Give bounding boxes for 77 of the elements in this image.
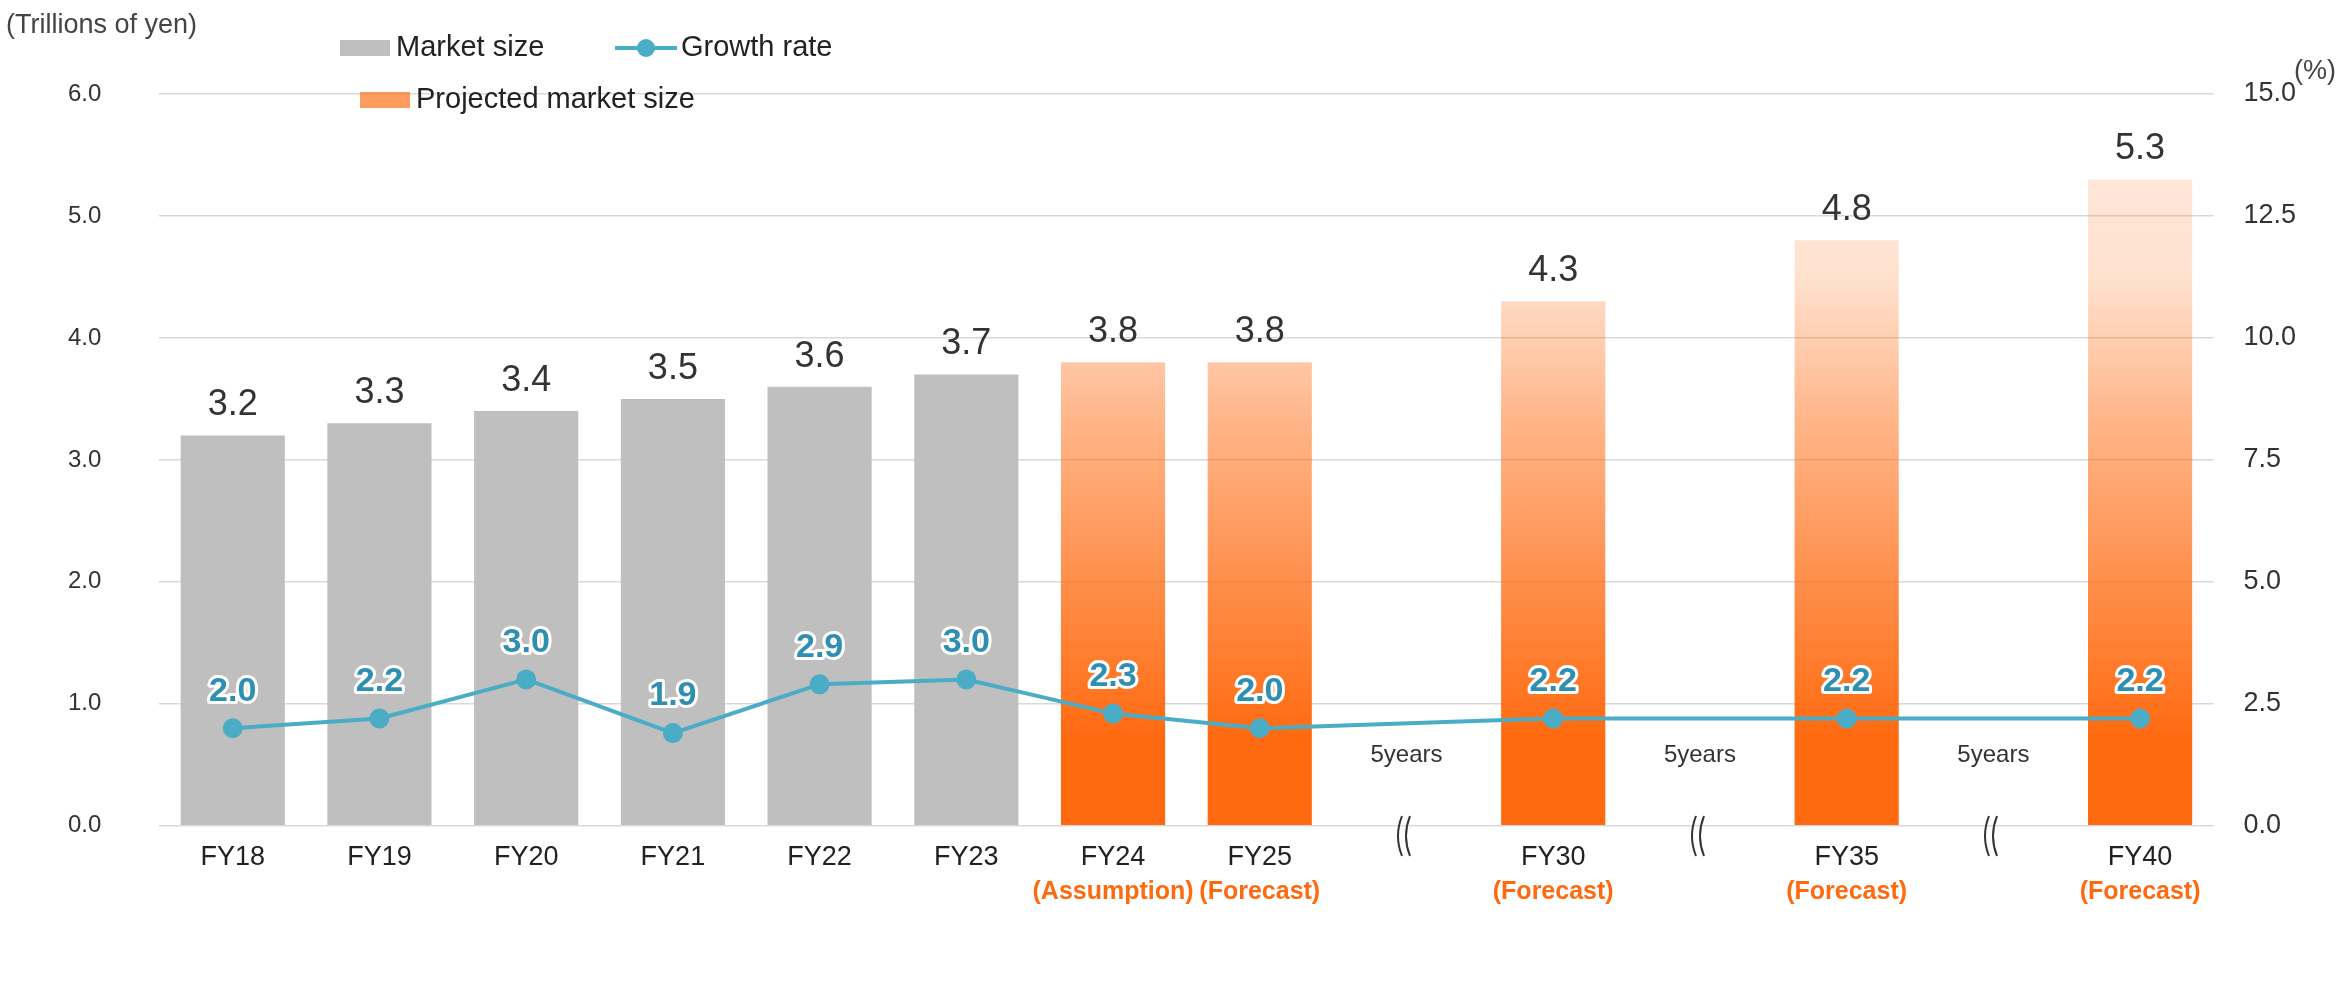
- y-tick-label: 5.0: [67, 200, 102, 228]
- point: [2130, 708, 2151, 729]
- data-label: 1.9: [649, 674, 697, 713]
- data-label: 3.8: [1234, 309, 1285, 351]
- annotation: 5years: [1370, 740, 1443, 768]
- y-tick-label: 6.0: [67, 78, 102, 106]
- data-label: 4.8: [1821, 187, 1872, 229]
- annotation: 5years: [1957, 740, 2030, 768]
- y2-tick-label: 12.5: [2243, 199, 2297, 230]
- point: [369, 708, 390, 729]
- y2-axis-title: (%): [2294, 55, 2336, 86]
- point: [516, 669, 537, 690]
- y-axis-title: (Trillions of yen): [6, 9, 198, 40]
- y2-tick-label: 15.0: [2243, 77, 2297, 108]
- data-label: 3.5: [647, 345, 698, 387]
- y2-tick-label: 5.0: [2243, 565, 2281, 596]
- data-label: 3.4: [501, 358, 552, 400]
- data-label: 2.2: [1529, 659, 1577, 698]
- x-tick-label: FY21: [640, 840, 706, 871]
- data-label: 3.6: [794, 333, 845, 375]
- legend-label: Growth rate: [681, 30, 833, 62]
- data-label: 2.0: [1236, 669, 1284, 708]
- bar: [620, 398, 725, 826]
- point: [222, 718, 243, 739]
- x-tick-label: FY35 (Forecast): [1786, 840, 1908, 905]
- y-tick-label: 1.0: [67, 688, 102, 716]
- x-tick-label: FY18: [200, 840, 265, 871]
- point: [956, 669, 977, 690]
- bar: [1794, 240, 1899, 826]
- bar: [1207, 362, 1312, 826]
- point: [1836, 708, 1857, 729]
- x-tick-label: FY24 (Assumption): [1032, 840, 1194, 905]
- x-tick-label: FY40 (Forecast): [2079, 840, 2201, 905]
- data-label: 3.8: [1088, 309, 1139, 351]
- bar: [2088, 179, 2193, 826]
- y-tick-label: 4.0: [67, 322, 102, 350]
- y2-tick-label: 10.0: [2243, 321, 2297, 352]
- bar: [474, 411, 579, 826]
- legend-label: Market size: [396, 30, 545, 62]
- data-label: 3.0: [502, 620, 550, 659]
- data-label: 2.2: [355, 659, 404, 698]
- x-tick-label: FY23: [934, 840, 999, 871]
- data-label: 3.2: [207, 382, 258, 424]
- point: [1249, 718, 1270, 739]
- y2-tick-label: 0.0: [2243, 809, 2281, 840]
- data-label: 2.9: [795, 625, 844, 664]
- y-tick-label: 3.0: [67, 444, 102, 472]
- data-label: 3.7: [941, 321, 992, 363]
- data-label: 2.0: [209, 669, 257, 708]
- data-label: 3.0: [942, 620, 990, 659]
- y-tick-label: 0.0: [67, 810, 102, 838]
- x-tick-label: FY22: [787, 840, 852, 871]
- point: [809, 674, 830, 695]
- point: [662, 723, 683, 744]
- data-label: 4.3: [1528, 248, 1579, 290]
- y-tick-label: 2.0: [67, 566, 102, 594]
- bar: [1060, 362, 1166, 826]
- point: [1543, 708, 1564, 729]
- legend-label: Projected market size: [416, 82, 695, 114]
- x-tick-label: FY20: [493, 840, 559, 871]
- y2-tick-label: 7.5: [2243, 443, 2281, 474]
- data-label: 3.3: [354, 370, 405, 412]
- data-label: 5.3: [2115, 126, 2166, 168]
- x-tick-label: FY25 (Forecast): [1199, 840, 1321, 905]
- data-label: 2.2: [2116, 659, 2164, 698]
- bar: [914, 374, 1019, 826]
- y2-tick-label: 2.5: [2243, 687, 2281, 718]
- annotation: 5years: [1663, 740, 1736, 768]
- data-label: 2.2: [1823, 659, 1871, 698]
- bar: [327, 423, 432, 826]
- bar: [767, 386, 872, 826]
- x-tick-label: FY30 (Forecast): [1492, 840, 1614, 905]
- x-tick-label: FY19: [347, 840, 412, 871]
- bar: [180, 435, 285, 826]
- bar: [1501, 301, 1606, 826]
- point: [1103, 703, 1124, 724]
- data-label: 2.3: [1089, 654, 1137, 693]
